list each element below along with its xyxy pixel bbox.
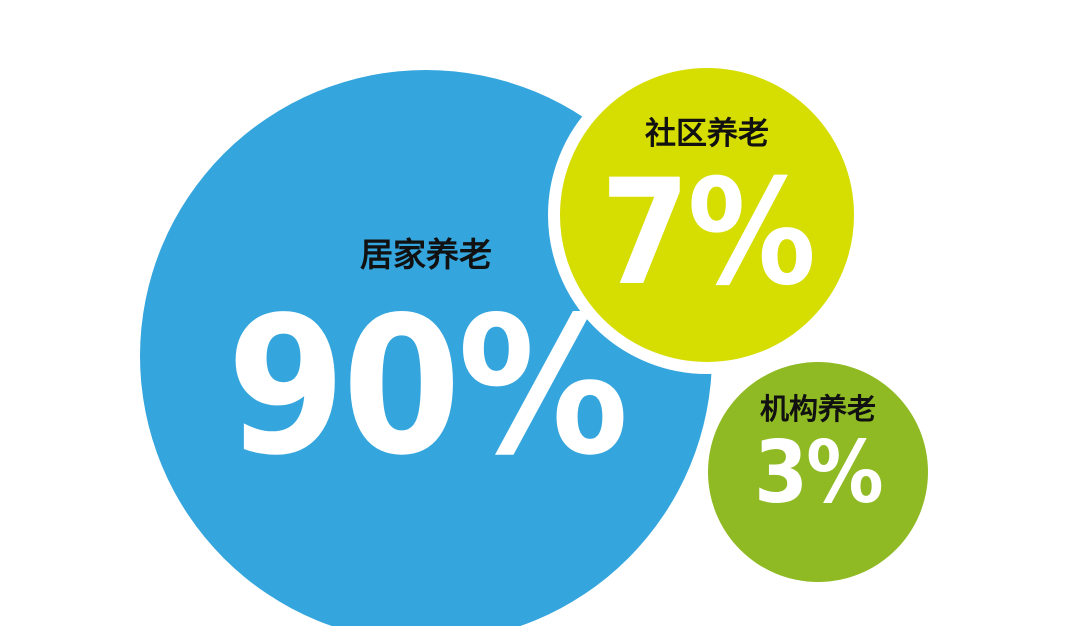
- bubble-institution-care-label: 机构养老: [759, 392, 876, 426]
- bubble-institution-care-value: 3%: [754, 423, 884, 523]
- bubble-community-care: 社区养老 7%: [548, 56, 866, 374]
- bubble-home-care-value: 90%: [226, 276, 629, 497]
- bubble-community-care-label: 社区养老: [645, 116, 769, 152]
- bubble-institution-care: 机构养老 3%: [708, 362, 928, 582]
- bubble-community-care-value: 7%: [600, 148, 816, 318]
- bubble-home-care-label: 居家养老: [360, 235, 492, 274]
